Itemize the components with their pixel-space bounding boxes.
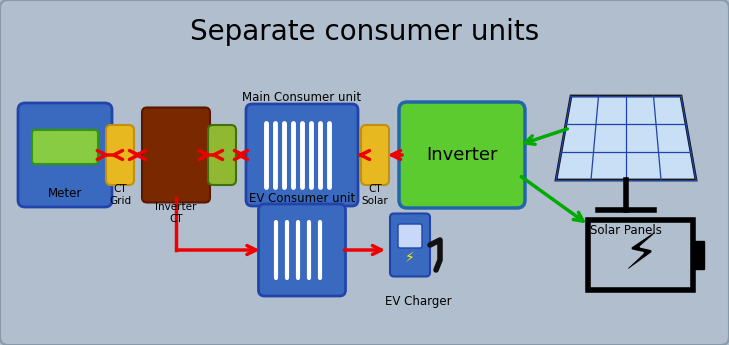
FancyBboxPatch shape	[390, 214, 430, 276]
FancyBboxPatch shape	[32, 130, 98, 164]
Text: Meter: Meter	[48, 187, 82, 199]
Text: ⚡: ⚡	[405, 251, 415, 265]
FancyBboxPatch shape	[361, 125, 389, 185]
Text: EV Charger: EV Charger	[385, 296, 451, 308]
Polygon shape	[556, 96, 696, 180]
Text: EV Consumer unit: EV Consumer unit	[249, 191, 355, 205]
Text: Inverter: Inverter	[426, 146, 498, 164]
Text: CT
Grid: CT Grid	[109, 184, 131, 206]
Text: ⚡: ⚡	[623, 231, 658, 279]
Bar	[695, 241, 704, 269]
FancyBboxPatch shape	[398, 224, 422, 248]
FancyBboxPatch shape	[208, 125, 236, 185]
FancyBboxPatch shape	[142, 108, 210, 203]
Bar	[593, 224, 690, 286]
FancyBboxPatch shape	[106, 125, 134, 185]
Text: Solar Panels: Solar Panels	[590, 224, 662, 237]
FancyBboxPatch shape	[18, 103, 112, 207]
FancyBboxPatch shape	[246, 104, 358, 206]
Text: Inverter
CT: Inverter CT	[155, 202, 197, 224]
FancyBboxPatch shape	[399, 102, 525, 208]
Text: Separate consumer units: Separate consumer units	[190, 18, 539, 46]
Text: CT
Solar: CT Solar	[362, 184, 389, 206]
FancyBboxPatch shape	[259, 204, 346, 296]
Bar	[588, 220, 693, 290]
Text: Main Consumer unit: Main Consumer unit	[243, 90, 362, 104]
